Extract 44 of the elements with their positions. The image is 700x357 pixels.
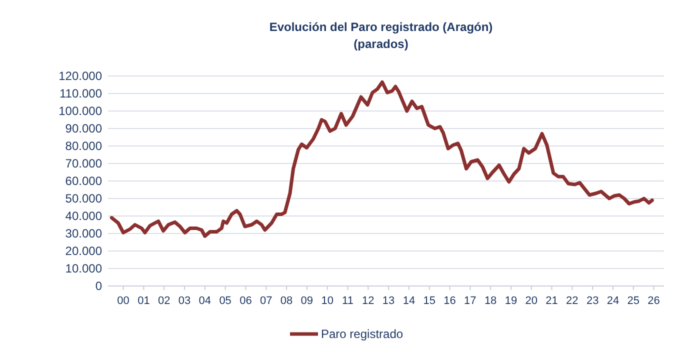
x-tick-label: 15 <box>423 295 436 307</box>
x-tick-label: 22 <box>566 295 578 307</box>
x-tick-label: 26 <box>648 295 660 307</box>
x-tick-label: 18 <box>484 295 497 307</box>
x-tick-label: 19 <box>504 295 518 307</box>
chart-subtitle: (parados) <box>354 37 408 51</box>
x-tick-label: 16 <box>444 295 456 307</box>
y-tick-label: 100.000 <box>58 104 102 118</box>
y-tick-label: 0 <box>95 279 102 294</box>
x-tick-label: 05 <box>219 295 232 307</box>
y-tick-label: 80.000 <box>65 139 102 154</box>
x-tick-label: 03 <box>178 295 191 307</box>
x-tick-label: 25 <box>627 295 640 307</box>
y-tick-label: 70.000 <box>65 156 102 171</box>
x-tick-label: 21 <box>546 295 558 307</box>
y-tick-label: 60.000 <box>65 174 102 188</box>
x-tick-label: 00 <box>117 295 130 307</box>
x-tick-label: 11 <box>342 295 354 307</box>
y-tick-label: 110.000 <box>60 86 102 101</box>
x-tick-label: 13 <box>382 295 395 307</box>
y-tick-label: 50.000 <box>65 192 102 206</box>
y-tick-label: 20.000 <box>65 244 102 258</box>
x-tick-label: 14 <box>402 295 416 307</box>
legend-label: Paro registrado <box>321 327 404 342</box>
x-tick-label: 07 <box>260 295 272 307</box>
y-tick-label: 10.000 <box>65 262 102 276</box>
x-tick-label: 02 <box>158 295 170 307</box>
y-tick-label: 90.000 <box>65 122 102 136</box>
line-series <box>110 80 654 238</box>
x-tick-label: 20 <box>525 295 538 307</box>
chart-title: Evolución del Paro registrado (Aragón) <box>269 20 493 34</box>
x-tick-label: 23 <box>586 295 599 307</box>
x-tick-label: 01 <box>138 295 150 307</box>
y-tick-label: 120.000 <box>58 69 102 84</box>
x-tick-label: 08 <box>280 295 293 307</box>
x-tick-label: 10 <box>321 295 334 307</box>
x-tick-label: 04 <box>198 295 212 307</box>
y-tick-label: 30.000 <box>65 226 102 241</box>
x-tick-label: 24 <box>606 295 620 307</box>
x-tick-label: 06 <box>240 295 252 307</box>
x-tick-label: 09 <box>300 295 314 307</box>
x-tick-label: 17 <box>464 295 476 307</box>
x-tick-label: 12 <box>362 295 374 307</box>
y-tick-label: 40.000 <box>65 209 102 224</box>
